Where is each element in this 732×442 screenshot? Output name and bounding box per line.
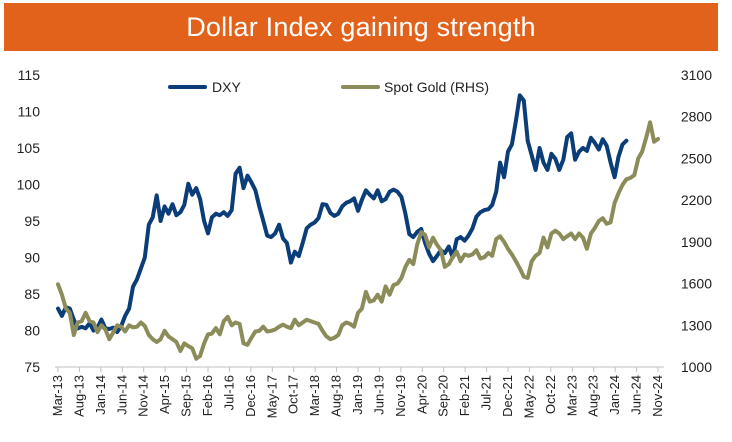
y-left-tick-label: 90 xyxy=(24,250,40,266)
x-tick-label: Aug-23 xyxy=(586,375,601,417)
x-tick-label: Dec-21 xyxy=(500,375,515,417)
x-tick-label: Nov-14 xyxy=(136,375,151,417)
x-tick-label: Sep-15 xyxy=(179,375,194,417)
y-left-tick-label: 95 xyxy=(24,213,40,229)
legend-label-gold: Spot Gold (RHS) xyxy=(384,79,489,95)
x-tick-label: Feb-21 xyxy=(457,375,472,416)
y-left-tick-label: 85 xyxy=(24,286,40,302)
x-tick-label: Sep-20 xyxy=(436,375,451,417)
legend-label-dxy: DXY xyxy=(212,79,241,95)
y-right-tick-label: 2800 xyxy=(681,109,712,125)
y-right-tick-label: 1000 xyxy=(681,359,712,375)
title-banner: Dollar Index gaining strength xyxy=(4,3,718,51)
chart-title: Dollar Index gaining strength xyxy=(186,11,536,42)
y-left-tick-label: 80 xyxy=(24,323,40,339)
y-right-tick-label: 3100 xyxy=(681,67,712,83)
x-tick-label: Jul-21 xyxy=(479,375,494,410)
series-group xyxy=(56,93,660,361)
x-tick-label: Jun-14 xyxy=(114,375,129,415)
x-tick-label: Aug-18 xyxy=(329,375,344,417)
x-tick-label: Jun-24 xyxy=(629,375,644,415)
y-right-tick-label: 1300 xyxy=(681,317,712,333)
x-tick-label: Mar-13 xyxy=(50,375,65,416)
y-left-tick-label: 75 xyxy=(24,359,40,375)
x-tick-label: May-17 xyxy=(264,375,279,418)
x-tick-label: Apr-20 xyxy=(414,375,429,414)
x-tick-label: Nov-19 xyxy=(393,375,408,417)
x-tick-label: Nov-24 xyxy=(650,375,665,417)
x-tick-label: Aug-13 xyxy=(71,375,86,417)
legend: DXY Spot Gold (RHS) xyxy=(168,79,489,95)
y-axis-left: 75 80 85 90 95 100 105 110 115 xyxy=(17,67,41,375)
x-tick-label: Jun-19 xyxy=(371,375,386,415)
y-left-tick-label: 105 xyxy=(17,140,41,156)
x-tick-label: Oct-22 xyxy=(543,375,558,414)
x-tick-label: May-22 xyxy=(521,375,536,418)
y-left-tick-label: 115 xyxy=(18,67,41,83)
x-tick-label: Mar-18 xyxy=(307,375,322,416)
y-right-tick-label: 1600 xyxy=(681,276,712,292)
y-left-tick-label: 100 xyxy=(17,177,41,193)
gold-line xyxy=(56,120,660,361)
x-tick-label: Jan-24 xyxy=(607,375,622,415)
dxy-line xyxy=(56,93,629,334)
x-axis: Mar-13 Aug-13 Jan-14 Jun-14 Nov-14 Apr-15 Sep-… xyxy=(50,366,665,418)
y-right-tick-label: 2200 xyxy=(681,192,712,208)
x-tick-label: Oct-17 xyxy=(286,375,301,414)
x-tick-label: Feb-16 xyxy=(200,375,215,416)
x-tick-label: Dec-16 xyxy=(243,375,258,417)
x-tick-label: Jan-19 xyxy=(350,375,365,415)
y-right-tick-label: 2500 xyxy=(681,150,712,166)
y-axis-right: 1000 1300 1600 1900 2200 2500 2800 3100 xyxy=(681,67,712,375)
x-tick-label: Jan-14 xyxy=(93,375,108,415)
x-tick-label: Apr-15 xyxy=(157,375,172,414)
x-tick-label: Mar-23 xyxy=(564,375,579,416)
y-left-tick-label: 110 xyxy=(18,104,41,120)
y-right-tick-label: 1900 xyxy=(681,234,712,250)
x-tick-label: Jul-16 xyxy=(221,375,236,410)
